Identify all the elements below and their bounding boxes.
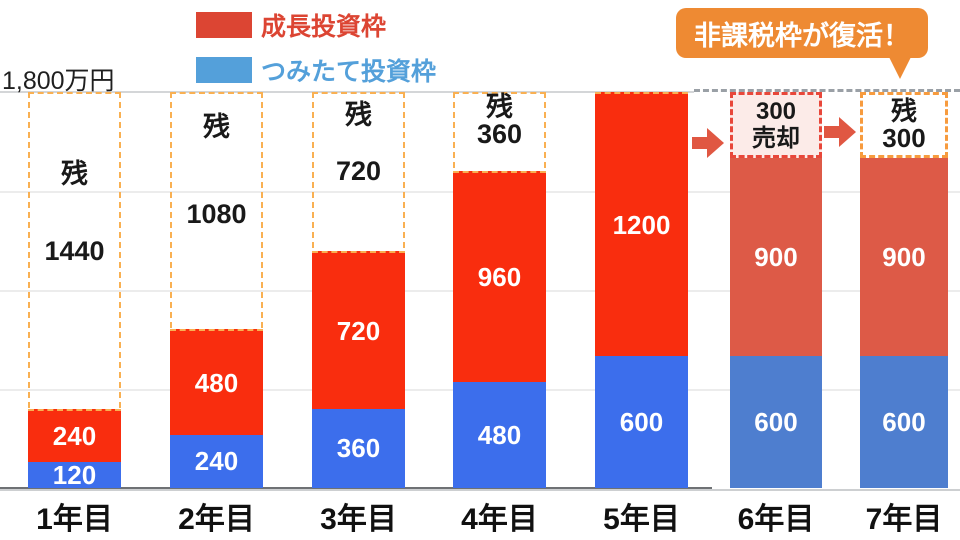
legend-label-tsumitate: つみたて投資枠 [261,57,437,86]
remaining-prefix: 残 [890,96,917,126]
growth-value-label: 720 [336,315,381,346]
x-axis-label: 6年目 [737,503,815,536]
legend-item-growth: 成長投資枠 [196,11,436,41]
tsumitate-segment: 600 [595,356,688,488]
x-axis-label: 1年目 [36,503,113,536]
callout-tail [888,55,912,79]
legend-item-tsumitate: つみたて投資枠 [196,56,436,86]
ymax-dashed-line [694,89,960,92]
x-axis-line [0,487,712,489]
growth-segment: 960 [453,171,546,382]
arrow-stem [824,126,839,138]
y-axis-max-label: 1,800万円 [2,67,115,95]
legend-label-growth: 成長投資枠 [261,12,387,41]
growth-segment: 720 [312,251,405,409]
remaining-value: 720 [335,156,382,186]
sold-value: 300 [755,98,797,125]
bar-column-year-7: 残 300 900 600 [860,92,948,488]
remaining-prefix: 残 [203,112,230,142]
x-axis-label: 7年目 [865,503,943,536]
arrow-head [707,128,724,158]
tsumitate-segment: 360 [312,409,405,488]
growth-segment: 900 [730,158,822,356]
growth-segment: 480 [170,329,263,435]
growth-value-label: 240 [52,421,97,451]
x-axis-label: 3年目 [320,503,397,536]
tsumitate-value-label: 360 [336,433,381,463]
growth-value-label: 900 [754,241,798,272]
arrow-stem [692,137,707,149]
bar-column-year-1: 240 120 残 1440 [28,92,121,490]
remaining-quota-box: 残 300 [860,92,948,158]
tsumitate-value-label: 120 [52,459,97,490]
legend-swatch-tsumitate [196,56,252,83]
tsumitate-segment: 600 [860,356,948,488]
flow-arrow-icon-6to7 [824,117,856,147]
remaining-value: 300 [882,123,926,153]
tsumitate-segment: 600 [730,356,822,488]
arrow-head [839,117,856,147]
tsumitate-segment: 480 [453,382,546,488]
growth-segment: 240 [28,409,121,462]
legend-swatch-growth [196,11,252,38]
growth-segment: 1200 [595,92,688,356]
tsumitate-value-label: 600 [882,406,926,437]
growth-value-label: 960 [477,262,522,292]
remaining-value: 1080 [186,199,247,229]
flow-arrow-icon-5to6 [692,128,724,158]
x-axis-label: 5年目 [603,503,680,536]
growth-value-label: 480 [194,367,239,398]
tsumitate-value-label: 600 [619,406,664,437]
bar-column-year-6: 300 売却 900 600 [730,92,822,488]
x-axis-line-extension [0,489,960,491]
sold-label: 売却 [752,125,800,152]
bar-column-year-2: 480 240 残 1080 [170,92,263,488]
remaining-prefix: 残 [486,92,513,122]
remaining-value: 360 [476,119,523,149]
tsumitate-value-label: 600 [754,406,798,437]
growth-segment: 900 [860,158,948,356]
callout-text: 非課税枠が復活！ [694,20,910,51]
remaining-prefix: 残 [61,159,88,189]
tsumitate-value-label: 480 [477,419,522,450]
bar-column-year-3: 720 360 残 720 [312,92,405,488]
callout-bubble: 非課税枠が復活！ [676,8,928,58]
remaining-prefix: 残 [345,100,372,130]
x-axis-label: 4年目 [461,503,538,536]
bar-column-year-4: 960 480 残 360 [453,92,546,488]
growth-value-label: 900 [882,241,926,272]
tsumitate-segment: 240 [170,435,263,488]
tsumitate-segment: 120 [28,459,121,490]
tsumitate-value-label: 240 [194,446,239,476]
x-axis-label: 2年目 [178,503,255,536]
legend: 成長投資枠 つみたて投資枠 [196,11,436,101]
sold-amount-box: 300 売却 [730,92,822,158]
bar-column-year-5: 1200 600 [595,92,688,488]
growth-value-label: 1200 [612,209,671,240]
remaining-value: 1440 [44,236,105,266]
